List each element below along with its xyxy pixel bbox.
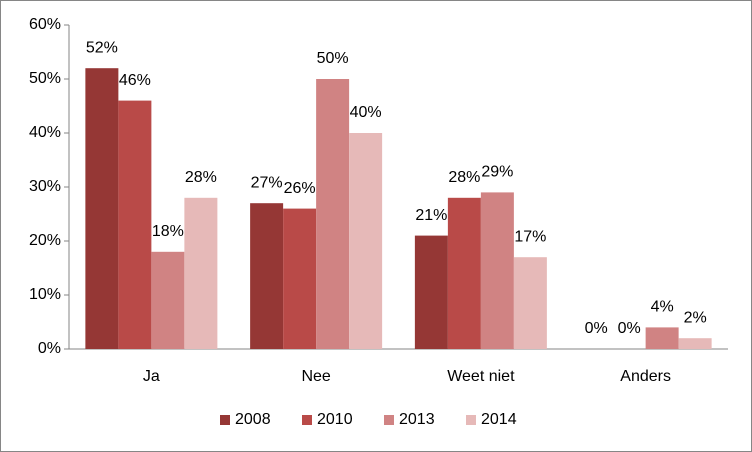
x-tick-label: Nee bbox=[301, 368, 330, 385]
legend-swatch bbox=[302, 415, 312, 425]
bar bbox=[85, 68, 119, 349]
bar bbox=[414, 235, 448, 349]
value-label: 28% bbox=[448, 169, 480, 186]
value-label: 2% bbox=[684, 309, 707, 326]
bar bbox=[678, 338, 712, 349]
bar bbox=[447, 197, 481, 349]
value-label: 0% bbox=[585, 320, 608, 337]
y-tick-label: 50% bbox=[29, 70, 61, 87]
bar bbox=[645, 327, 679, 349]
y-tick-label: 60% bbox=[29, 16, 61, 33]
value-label: 0% bbox=[618, 320, 641, 337]
value-label: 29% bbox=[481, 164, 513, 181]
y-tick-label: 10% bbox=[29, 286, 61, 303]
legend-label: 2014 bbox=[481, 411, 517, 428]
value-label: 27% bbox=[251, 174, 283, 191]
legend-swatch bbox=[220, 415, 230, 425]
value-label: 50% bbox=[317, 50, 349, 67]
legend-swatch bbox=[466, 415, 476, 425]
x-tick-label: Anders bbox=[620, 368, 671, 385]
value-label: 40% bbox=[350, 104, 382, 121]
value-label: 18% bbox=[152, 223, 184, 240]
legend-swatch bbox=[384, 415, 394, 425]
x-tick-label: Weet niet bbox=[447, 368, 515, 385]
value-label: 4% bbox=[651, 299, 674, 316]
bar bbox=[349, 133, 383, 349]
y-tick-label: 40% bbox=[29, 124, 61, 141]
bar bbox=[480, 192, 514, 349]
bar bbox=[118, 100, 152, 349]
bar bbox=[513, 257, 547, 349]
value-label: 46% bbox=[119, 72, 151, 89]
bar bbox=[316, 79, 350, 349]
value-label: 21% bbox=[415, 207, 447, 224]
bar bbox=[184, 197, 218, 349]
bar bbox=[250, 203, 284, 349]
legend-label: 2013 bbox=[399, 411, 435, 428]
x-tick-label: Ja bbox=[143, 368, 160, 385]
value-label: 52% bbox=[86, 39, 118, 56]
legend-label: 2008 bbox=[235, 411, 271, 428]
value-label: 17% bbox=[514, 228, 546, 245]
value-label: 28% bbox=[185, 169, 217, 186]
bar bbox=[151, 251, 185, 349]
bar bbox=[283, 208, 317, 349]
value-label: 26% bbox=[284, 180, 316, 197]
y-tick-label: 20% bbox=[29, 232, 61, 249]
y-tick-label: 30% bbox=[29, 178, 61, 195]
y-tick-label: 0% bbox=[38, 340, 61, 357]
legend-label: 2010 bbox=[317, 411, 353, 428]
